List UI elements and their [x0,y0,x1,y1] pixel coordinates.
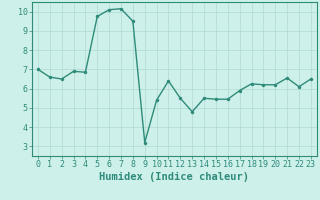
X-axis label: Humidex (Indice chaleur): Humidex (Indice chaleur) [100,172,249,182]
